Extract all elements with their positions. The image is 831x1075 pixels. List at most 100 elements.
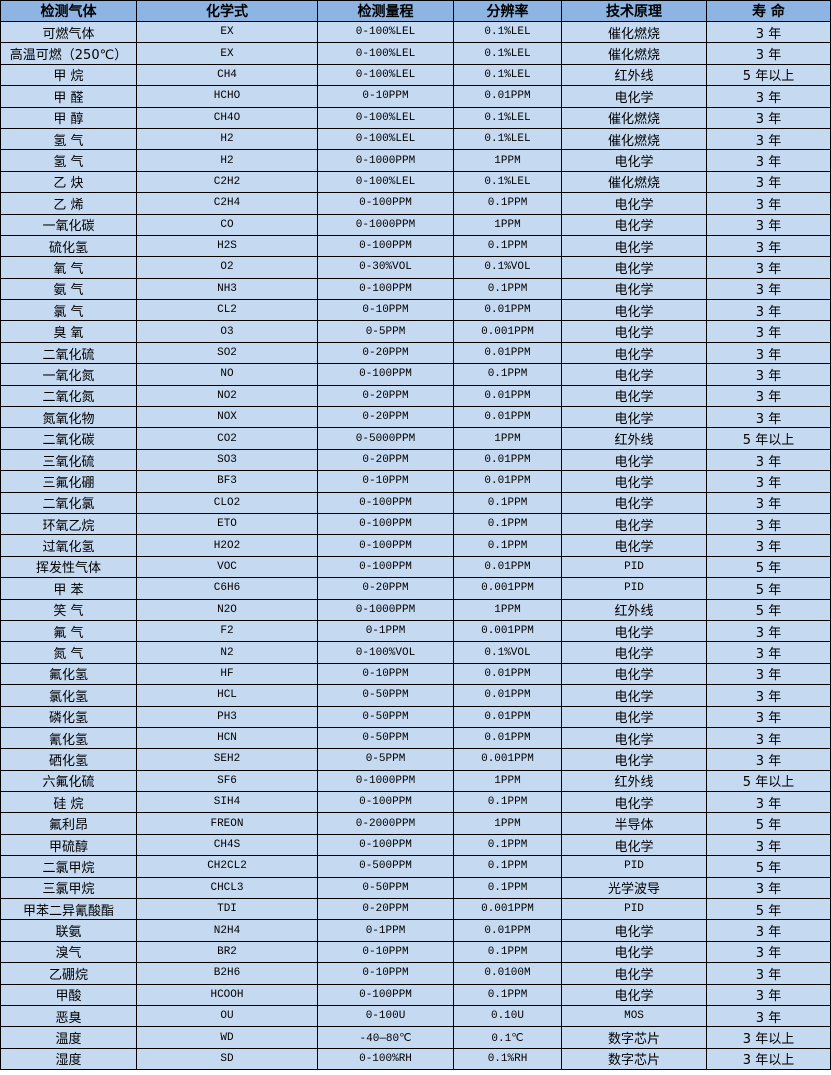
principle-cell: 电化学 — [561, 534, 707, 557]
range-cell: 0-100PPM — [317, 534, 454, 557]
gas-cell: 磷化氢 — [0, 705, 137, 728]
resolution-cell: 0.001PPM — [453, 320, 562, 343]
gas-cell: 乙 炔 — [0, 170, 137, 194]
lifespan-cell: 5 年 — [706, 812, 831, 835]
lifespan-cell: 3 年 — [706, 748, 831, 771]
lifespan-cell: 5 年 — [706, 598, 831, 621]
range-cell: 0-20PPM — [317, 384, 454, 408]
lifespan-cell: 3 年 — [706, 684, 831, 707]
table-row: 可燃气体 EX 0-100%LEL 0.1%LEL 催化燃烧 3 年 — [0, 20, 831, 44]
formula-cell: HCN — [136, 726, 318, 750]
lifespan-cell: 3 年 — [706, 320, 831, 343]
lifespan-cell: 3 年 — [706, 448, 831, 472]
resolution-cell: 0.01PPM — [453, 555, 562, 579]
table-row: 氯化氢 HCL 0-50PPM 0.01PPM 电化学 3 年 — [0, 684, 831, 707]
table-row: 硅 烷 SIH4 0-100PPM 0.1PPM 电化学 3 年 — [0, 791, 831, 814]
lifespan-cell: 5 年 — [706, 855, 831, 878]
resolution-cell: 0.01PPM — [453, 85, 562, 108]
table-row: 环氧乙烷 ETO 0-100PPM 0.1PPM 电化学 3 年 — [0, 512, 831, 536]
table-row: 一氧化碳 CO 0-1000PPM 1PPM 电化学 3 年 — [0, 213, 831, 236]
principle-cell: 电化学 — [561, 277, 707, 301]
principle-cell: 电化学 — [561, 705, 707, 728]
principle-cell: MOS — [561, 1004, 707, 1028]
formula-cell: OU — [136, 1004, 318, 1028]
gas-cell: 氢 气 — [0, 127, 137, 151]
range-cell: 0-20PPM — [317, 448, 454, 472]
resolution-cell: 0.1PPM — [453, 791, 562, 814]
range-cell: 0-10PPM — [317, 662, 454, 686]
resolution-cell: 1PPM — [453, 149, 562, 172]
formula-cell: F2 — [136, 619, 318, 643]
formula-cell: C6H6 — [136, 577, 318, 600]
formula-cell: H2 — [136, 127, 318, 151]
resolution-cell: 1PPM — [453, 769, 562, 793]
principle-cell: 电化学 — [561, 320, 707, 343]
principle-cell: 电化学 — [561, 791, 707, 814]
range-cell: 0-10PPM — [317, 940, 454, 964]
gas-cell: 氮 气 — [0, 641, 137, 664]
lifespan-cell: 3 年 — [706, 341, 831, 365]
principle-cell: 电化学 — [561, 684, 707, 707]
gas-cell: 笑 气 — [0, 598, 137, 621]
lifespan-cell: 3 年以上 — [706, 1047, 831, 1071]
resolution-cell: 0.0100M — [453, 962, 562, 985]
gas-cell: 甲 苯 — [0, 577, 137, 600]
range-cell: 0-20PPM — [317, 898, 454, 921]
principle-cell: 催化燃烧 — [561, 20, 707, 44]
lifespan-cell: 3 年 — [706, 384, 831, 408]
gas-cell: 甲 醛 — [0, 85, 137, 108]
gas-cell: 甲酸 — [0, 983, 137, 1006]
formula-cell: VOC — [136, 555, 318, 579]
formula-cell: ETO — [136, 512, 318, 536]
range-cell: 0-100U — [317, 1004, 454, 1028]
table-row: 甲 醛 HCHO 0-10PPM 0.01PPM 电化学 3 年 — [0, 85, 831, 108]
range-cell: 0-1000PPM — [317, 149, 454, 172]
table-row: 甲 苯 C6H6 0-20PPM 0.001PPM PID 5 年 — [0, 577, 831, 600]
range-cell: 0-100PPM — [317, 277, 454, 301]
range-cell: 0-100%LEL — [317, 170, 454, 194]
formula-cell: BF3 — [136, 470, 318, 493]
formula-cell: HCOOH — [136, 983, 318, 1006]
principle-cell: 电化学 — [561, 983, 707, 1006]
lifespan-cell: 3 年 — [706, 277, 831, 301]
formula-cell: PH3 — [136, 705, 318, 728]
principle-cell: 电化学 — [561, 85, 707, 108]
lifespan-cell: 5 年 — [706, 898, 831, 921]
formula-cell: FREON — [136, 812, 318, 835]
resolution-cell: 0.001PPM — [453, 577, 562, 600]
range-cell: 0-50PPM — [317, 876, 454, 900]
formula-cell: NO — [136, 363, 318, 386]
range-cell: 0-100%LEL — [317, 20, 454, 44]
resolution-cell: 0.1PPM — [453, 277, 562, 301]
resolution-cell: 0.01PPM — [453, 726, 562, 750]
formula-cell: B2H6 — [136, 962, 318, 985]
range-cell: 0-500PPM — [317, 855, 454, 878]
range-cell: 0-10PPM — [317, 85, 454, 108]
gas-cell: 氨 气 — [0, 277, 137, 301]
gas-cell: 过氧化氢 — [0, 534, 137, 557]
range-cell: 0-100%LEL — [317, 106, 454, 129]
gas-cell: 乙 烯 — [0, 192, 137, 215]
range-cell: 0-2000PPM — [317, 812, 454, 835]
lifespan-cell: 3 年 — [706, 106, 831, 129]
range-cell: 0-10PPM — [317, 962, 454, 985]
resolution-cell: 0.1PPM — [453, 940, 562, 964]
range-cell: 0-1PPM — [317, 919, 454, 942]
resolution-cell: 0.001PPM — [453, 748, 562, 771]
table-row: 二氧化碳 CO2 0-5000PPM 1PPM 红外线 5 年以上 — [0, 427, 831, 450]
formula-cell: CH2CL2 — [136, 855, 318, 878]
principle-cell: 电化学 — [561, 662, 707, 686]
table-row: 恶臭 OU 0-100U 0.10U MOS 3 年 — [0, 1004, 831, 1028]
principle-cell: 催化燃烧 — [561, 127, 707, 151]
table-row: 二氧化氮 NO2 0-20PPM 0.01PPM 电化学 3 年 — [0, 384, 831, 408]
gas-cell: 二氧化硫 — [0, 341, 137, 365]
resolution-cell: 0.01PPM — [453, 662, 562, 686]
resolution-cell: 0.01PPM — [453, 705, 562, 728]
formula-cell: TDI — [136, 898, 318, 921]
resolution-cell: 0.1PPM — [453, 855, 562, 878]
resolution-cell: 0.1PPM — [453, 192, 562, 215]
header-row: 检测气体 化学式 检测量程 分辨率 技术原理 寿 命 — [0, 0, 831, 22]
resolution-cell: 0.01PPM — [453, 470, 562, 493]
formula-cell: SD — [136, 1047, 318, 1071]
principle-cell: 电化学 — [561, 491, 707, 514]
